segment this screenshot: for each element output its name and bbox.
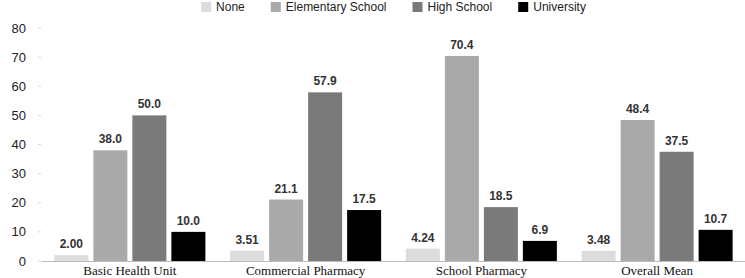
x-axis: Basic Health Unit Commercial Pharmacy Scho… (42, 262, 745, 278)
bars (54, 56, 732, 261)
data-label: 38.0 (99, 132, 123, 146)
y-tick (38, 202, 41, 203)
legend-label: None (216, 0, 245, 14)
y-tick-label: 40 (12, 137, 26, 152)
legend-item: High School (413, 0, 493, 14)
y-tick-label: 70 (12, 50, 26, 65)
data-label: 37.5 (665, 134, 689, 148)
legend-label: University (533, 0, 586, 14)
bar (230, 251, 264, 261)
y-tick (38, 28, 41, 29)
y-tick (38, 231, 41, 232)
bar (347, 210, 381, 261)
data-label: 3.51 (235, 233, 259, 247)
bar (93, 150, 127, 261)
y-tick (38, 86, 41, 87)
data-label: 4.24 (411, 231, 435, 245)
data-label: 70.4 (450, 38, 474, 52)
data-label: 10.7 (704, 212, 728, 226)
bar (445, 56, 479, 261)
y-tick (38, 115, 41, 116)
data-labels: 2.00 3.51 4.24 3.48 38.0 21.1 70.4 48.4 50.0 57.9… (60, 38, 728, 251)
bar (484, 207, 518, 261)
data-label: 17.5 (352, 192, 376, 206)
bar (660, 152, 694, 261)
y-tick (38, 173, 41, 174)
legend-item: University (518, 0, 586, 14)
bar (132, 115, 166, 261)
y-tick-label: 60 (12, 79, 26, 94)
legend-swatch (201, 2, 211, 12)
bar (269, 200, 303, 261)
y-tick-label: 80 (12, 21, 26, 36)
bar (406, 249, 440, 261)
y-tick (38, 57, 41, 58)
data-label: 21.1 (274, 182, 298, 196)
chart-svg: 0 10 20 30 40 50 60 70 80 2.00 3.51 4.24 3.48 38.0 21.… (0, 0, 745, 278)
bar (308, 92, 342, 261)
data-label: 10.0 (177, 214, 201, 228)
y-tick (38, 144, 41, 145)
y-tick-label: 10 (12, 224, 26, 239)
bar (523, 241, 557, 261)
x-tick-label: Commercial Pharmacy (246, 263, 366, 278)
y-axis: 0 10 20 30 40 50 60 70 80 (12, 21, 41, 269)
y-tick-label: 50 (12, 108, 26, 123)
chart-container: 0 10 20 30 40 50 60 70 80 2.00 3.51 4.24 3.48 38.0 21.… (0, 0, 745, 278)
y-tick (38, 261, 41, 262)
legend: None Elementary School High School Universi… (201, 0, 586, 14)
data-label: 57.9 (313, 74, 337, 88)
data-label: 2.00 (60, 237, 84, 251)
legend-item: None (201, 0, 245, 14)
x-axis-line (42, 261, 745, 262)
data-label: 6.9 (532, 223, 549, 237)
data-label: 18.5 (489, 189, 513, 203)
legend-item: Elementary School (271, 0, 387, 14)
y-tick-label: 30 (12, 166, 26, 181)
y-tick-label: 20 (12, 195, 26, 210)
legend-label: High School (428, 0, 493, 14)
x-tick-label: Overall Mean (621, 263, 693, 278)
legend-swatch (413, 2, 423, 12)
bar (699, 230, 733, 261)
data-label: 3.48 (587, 233, 611, 247)
legend-swatch (271, 2, 281, 12)
data-label: 50.0 (138, 97, 162, 111)
bar (171, 232, 205, 261)
bar (621, 120, 655, 261)
data-label: 48.4 (626, 102, 650, 116)
x-tick-label: School Pharmacy (436, 263, 528, 278)
legend-swatch (518, 2, 528, 12)
legend-label: Elementary School (286, 0, 387, 14)
bar (54, 255, 88, 261)
y-tick-label: 0 (19, 254, 26, 269)
x-tick-label: Basic Health Unit (83, 263, 177, 278)
bar (582, 251, 616, 261)
